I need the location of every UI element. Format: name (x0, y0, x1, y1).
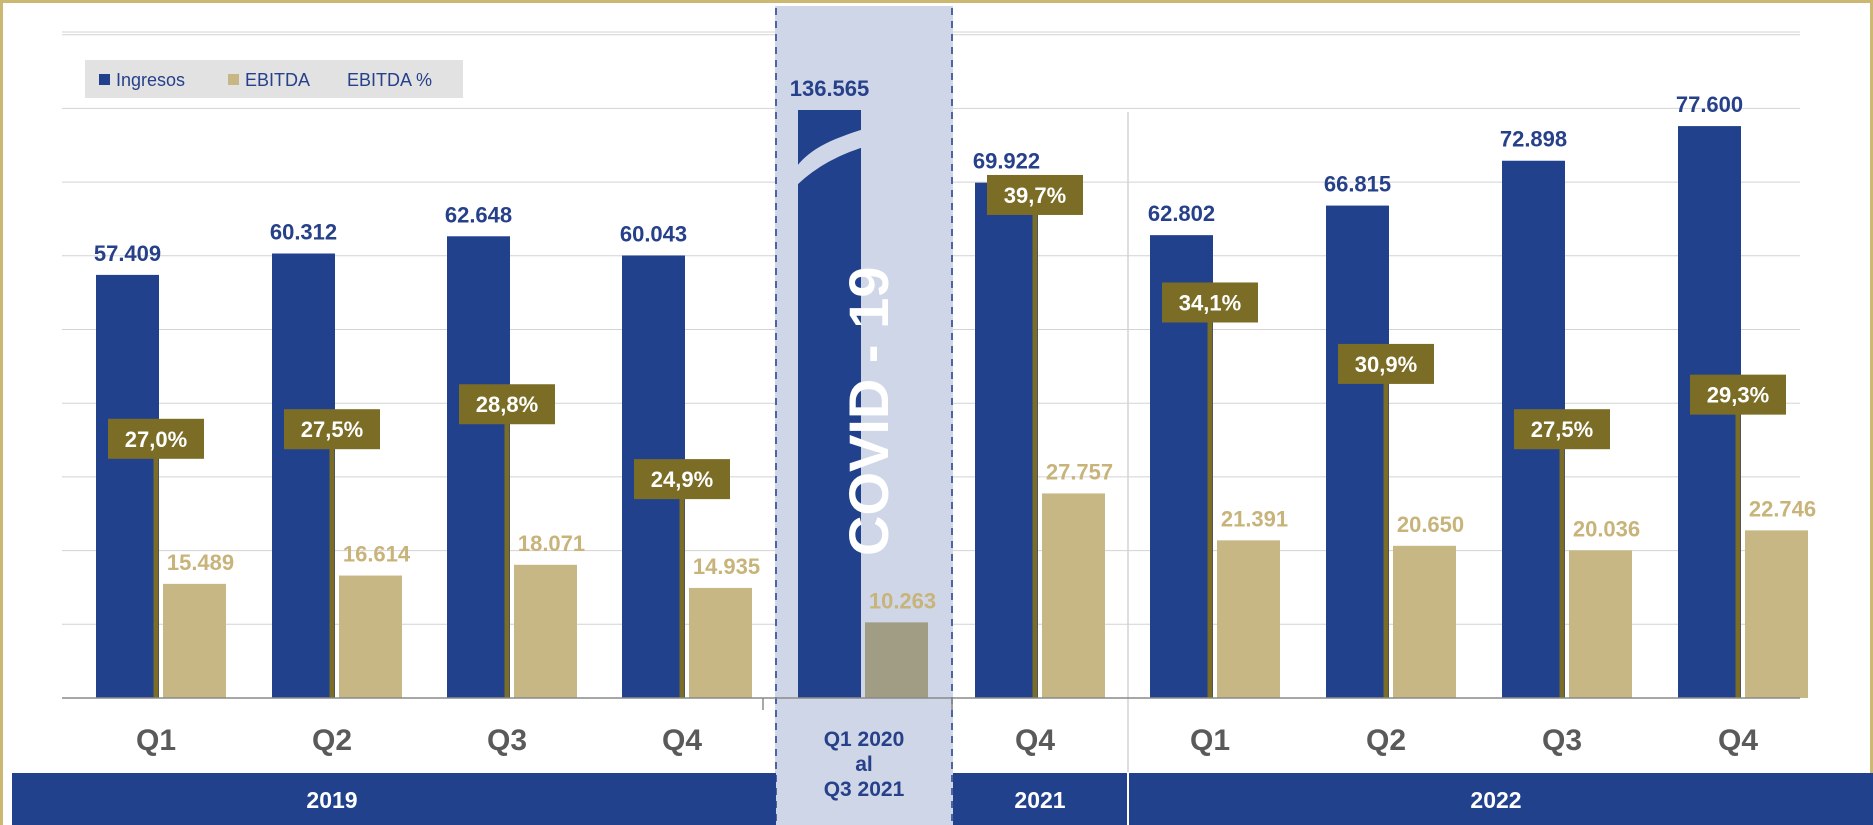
ingresos-label: 69.922 (973, 149, 1040, 174)
ebitda-bar (339, 575, 402, 698)
category-label: Q1 (1190, 724, 1230, 757)
ebitda-bar (865, 622, 928, 698)
ebitda-pct-label: 34,1% (1179, 290, 1241, 315)
ebitda-pct-box (634, 459, 730, 500)
ebitda-label: 20.650 (1397, 512, 1464, 537)
ingresos-label: 57.409 (94, 241, 161, 266)
category-label: Q1 2020 (824, 728, 905, 751)
ebitda-bar (1745, 530, 1808, 698)
year-band-2022 (1129, 773, 1873, 825)
ebitda-bar (1393, 545, 1456, 698)
ebitda-label: 21.391 (1221, 506, 1288, 531)
ebitda-pct-label: 27,5% (301, 417, 363, 442)
category-label: Q3 2021 (824, 778, 905, 801)
category-label: Q2 (312, 724, 352, 757)
year-band-2019 (12, 773, 776, 825)
x-axis: 2019 2021 2022 (12, 697, 1873, 825)
ebitda-label: 16.614 (343, 542, 411, 567)
ingresos-bar (272, 253, 335, 699)
ebitda-pct-label: 29,3% (1707, 383, 1769, 408)
year-label: 2022 (1470, 787, 1521, 813)
ebitda-pct-box (1690, 374, 1786, 415)
legend-label-ingresos: Ingresos (116, 70, 185, 90)
ebitda-pct-box (1338, 343, 1434, 384)
category-label: Q1 (136, 724, 176, 757)
ebitda-label: 22.746 (1749, 496, 1816, 521)
ebitda-label: 20.036 (1573, 516, 1640, 541)
category-label: Q4 (1015, 724, 1055, 757)
ebitda-label: 18.071 (518, 531, 585, 556)
ebitda-bar (514, 564, 577, 698)
ebitda-bar (689, 587, 752, 698)
ingresos-bar (447, 236, 510, 698)
ingresos-label: 60.043 (620, 221, 687, 246)
legend-swatch-ebitda (228, 74, 239, 85)
ebitda-pct-box (987, 174, 1083, 215)
year-band-2021 (953, 773, 1127, 825)
ingresos-label: 62.648 (445, 202, 512, 227)
ingresos-bar (96, 274, 159, 698)
ebitda-bar (1042, 493, 1105, 698)
ebitda-label: 15.489 (167, 550, 234, 575)
ebitda-bar (163, 583, 226, 698)
ebitda-label: 27.757 (1046, 459, 1113, 484)
ebitda-pct-box (284, 409, 380, 450)
ingresos-label: 62.802 (1148, 201, 1215, 226)
ebitda-pct-label: 30,9% (1355, 352, 1417, 377)
category-label: Q4 (1718, 724, 1758, 757)
ingresos-label: 60.312 (270, 220, 337, 245)
ebitda-pct-label: 27,0% (125, 427, 187, 452)
ebitda-pct-label: 24,9% (651, 467, 713, 492)
ebitda-pct-label: 27,5% (1531, 417, 1593, 442)
ebitda-bar (1217, 540, 1280, 698)
category-label: Q3 (487, 724, 527, 757)
legend-swatch-ingresos (99, 74, 110, 85)
legend: Ingresos EBITDA EBITDA % (85, 60, 463, 98)
ingresos-bar (798, 110, 861, 698)
ingresos-bar (1326, 205, 1389, 698)
legend-label-ebitda: EBITDA (245, 70, 310, 90)
ebitda-pct-box (108, 418, 204, 459)
ingresos-bar (975, 182, 1038, 698)
ebitda-pct-box (1514, 409, 1610, 450)
ebitda-label: 14.935 (693, 554, 760, 579)
ingresos-label: 136.565 (790, 76, 870, 101)
covid-text: COVID - 19 (837, 267, 900, 556)
bars-layer (96, 8, 1808, 825)
labels-layer: 57.409 15.489 27,0% Q1 60.312 16.614 27,5% Q2 62… (94, 76, 1816, 801)
ebitda-bar (1569, 550, 1632, 698)
category-label: Q4 (662, 724, 702, 757)
legend-label-ebitda-pct: EBITDA % (347, 70, 432, 90)
category-label: al (855, 753, 873, 776)
year-label: 2021 (1014, 787, 1065, 813)
ingresos-label: 66.815 (1324, 172, 1391, 197)
ebitda-pct-box (459, 384, 555, 425)
category-label: Q2 (1366, 724, 1406, 757)
axis-break-wave (794, 128, 867, 188)
ebitda-pct-label: 39,7% (1004, 183, 1066, 208)
ingresos-label: 72.898 (1500, 127, 1567, 152)
legend-box (85, 60, 463, 98)
category-label: Q3 (1542, 724, 1582, 757)
ebitda-pct-box (1162, 282, 1258, 323)
ingresos-label: 77.600 (1676, 92, 1743, 117)
year-label: 2019 (306, 787, 357, 813)
ebitda-label: 10.263 (869, 588, 936, 613)
ebitda-pct-label: 28,8% (476, 392, 538, 417)
